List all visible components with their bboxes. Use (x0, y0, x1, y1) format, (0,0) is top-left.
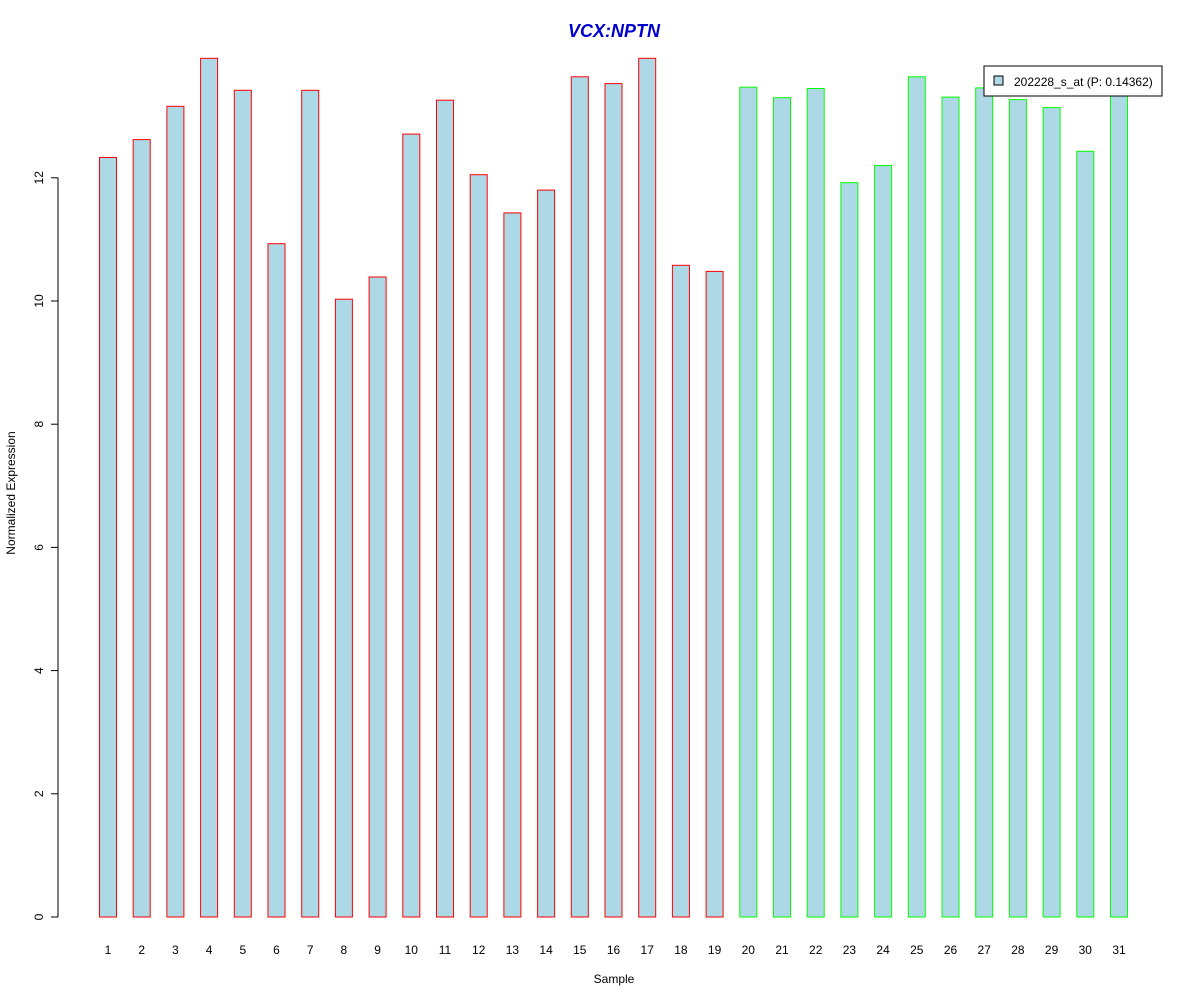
x-tick-label: 22 (809, 943, 823, 957)
x-tick-label: 26 (944, 943, 958, 957)
x-tick-label: 8 (341, 943, 348, 957)
bar-sample-11 (436, 99, 454, 918)
chart-title: VCX:NPTN (568, 21, 661, 41)
x-tick-label: 28 (1011, 943, 1025, 957)
x-tick-label: 20 (742, 943, 756, 957)
y-tick-label: 10 (32, 294, 46, 308)
x-tick-label: 7 (307, 943, 314, 957)
x-tick-label: 19 (708, 943, 722, 957)
bar-sample-12 (469, 174, 488, 918)
x-tick-label: 23 (843, 943, 857, 957)
x-tick-label: 12 (472, 943, 486, 957)
bar-sample-26 (941, 96, 960, 918)
bar-sample-5 (233, 89, 252, 918)
bar-sample-28 (1008, 99, 1027, 918)
x-tick-label: 27 (978, 943, 992, 957)
bar-sample-27 (975, 87, 994, 918)
bar-sample-20 (739, 86, 758, 918)
x-tick-label: 14 (539, 943, 553, 957)
y-tick-label: 6 (32, 544, 46, 551)
bar-sample-10 (402, 133, 421, 918)
x-tick-label: 4 (206, 943, 213, 957)
legend-swatch (993, 75, 1004, 86)
bars-group (99, 57, 1128, 918)
x-tick-label: 25 (910, 943, 924, 957)
bar-sample-7 (301, 89, 320, 918)
y-axis-title: Normalized Expression (4, 431, 18, 554)
x-tick-label: 6 (273, 943, 280, 957)
bar-sample-3 (166, 105, 185, 918)
x-tick-label: 21 (775, 943, 789, 957)
legend-box (983, 65, 1163, 97)
x-tick-label: 31 (1112, 943, 1126, 957)
bar-sample-15 (570, 76, 589, 918)
y-tick-label: 4 (32, 667, 46, 674)
bar-sample-13 (503, 212, 522, 918)
x-tick-label: 24 (876, 943, 890, 957)
bar-sample-21 (773, 97, 791, 918)
bar-sample-17 (638, 57, 657, 918)
x-tick-label: 9 (374, 943, 381, 957)
x-axis-labels: 1 2 3 4 5 6 7 8 9 10 11 12 13 14 15 16 17 18 19 20 21 22 23 24 2… (105, 943, 1126, 957)
bar-sample-18 (671, 264, 690, 918)
x-tick-label: 1 (105, 943, 112, 957)
bar-sample-24 (874, 165, 893, 918)
bar-sample-25 (907, 76, 926, 918)
y-axis: 0 2 4 6 8 10 12 (32, 171, 59, 920)
x-tick-label: 5 (239, 943, 246, 957)
x-tick-label: 2 (138, 943, 145, 957)
bar-sample-4 (200, 57, 219, 918)
bar-sample-2 (132, 139, 151, 918)
bar-sample-1 (99, 157, 117, 918)
legend-label: 202228_s_at (P: 0.14362) (1014, 75, 1153, 89)
x-tick-label: 15 (573, 943, 587, 957)
bar-sample-22 (806, 88, 825, 918)
bar-sample-9 (368, 276, 387, 918)
bar-sample-8 (334, 298, 353, 918)
bar-sample-29 (1042, 107, 1061, 918)
x-tick-label: 3 (172, 943, 179, 957)
bar-sample-23 (840, 182, 859, 918)
y-tick-label: 12 (32, 171, 46, 185)
bar-sample-30 (1076, 150, 1095, 918)
x-tick-label: 18 (674, 943, 688, 957)
y-tick-label: 2 (32, 790, 46, 797)
legend: 202228_s_at (P: 0.14362) (983, 65, 1163, 97)
bar-sample-6 (267, 243, 286, 918)
bar-sample-31 (1110, 86, 1128, 918)
x-tick-label: 30 (1079, 943, 1093, 957)
bar-sample-14 (537, 189, 556, 918)
y-tick-label: 8 (32, 421, 46, 428)
x-tick-label: 16 (607, 943, 621, 957)
x-tick-label: 17 (641, 943, 655, 957)
bar-sample-16 (604, 83, 623, 918)
x-tick-label: 29 (1045, 943, 1059, 957)
x-tick-label: 11 (439, 943, 452, 957)
x-axis-title: Sample (594, 972, 635, 986)
x-tick-label: 13 (506, 943, 520, 957)
y-tick-label: 0 (32, 913, 46, 920)
bar-sample-19 (705, 270, 724, 918)
x-tick-label: 10 (405, 943, 419, 957)
